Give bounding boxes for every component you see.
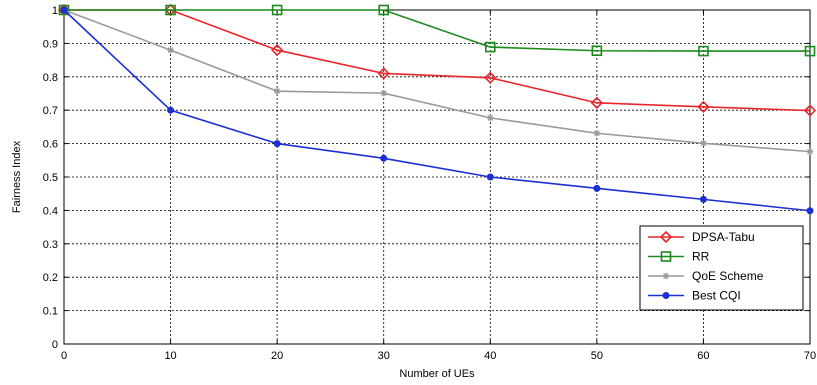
y-tick-label: 0.3 xyxy=(43,239,58,251)
data-point xyxy=(698,45,709,57)
series-rr xyxy=(58,4,816,57)
y-tick-label: 0 xyxy=(52,339,58,351)
y-tick-label: 1 xyxy=(52,5,58,17)
data-point xyxy=(806,148,814,155)
x-tick-label: 70 xyxy=(804,350,816,362)
data-point xyxy=(697,100,710,113)
data-point xyxy=(484,41,496,53)
series-layer xyxy=(57,3,817,215)
data-point xyxy=(378,4,390,16)
legend-marker xyxy=(660,251,672,262)
legend: DPSA-Tabu RR QoE Scheme Best CQI xyxy=(639,225,804,311)
x-tick-label: 50 xyxy=(591,350,603,362)
data-point xyxy=(700,140,707,147)
data-point xyxy=(806,207,814,215)
axis-ticks: 0 10 20 30 40 50 60 70 0 0.1 0.2 0.3 0.4 0.5 0.6 0.7 0.8… xyxy=(43,5,816,362)
legend-label: DPSA-Tabu xyxy=(692,230,755,244)
data-point xyxy=(484,71,497,84)
y-axis-label: Fairness Index xyxy=(11,140,23,213)
data-point xyxy=(167,106,175,114)
y-tick-label: 0.6 xyxy=(43,139,58,151)
legend-label: RR xyxy=(692,250,710,264)
series-dpsa-tabu xyxy=(57,3,817,117)
data-point xyxy=(803,104,817,117)
data-point xyxy=(590,96,603,109)
series-line xyxy=(64,9,811,112)
x-axis-label: Number of UEs xyxy=(399,368,475,380)
legend-marker xyxy=(662,292,670,299)
data-point xyxy=(165,4,176,16)
data-point xyxy=(60,6,68,14)
data-point xyxy=(271,43,284,57)
legend-label: Best CQI xyxy=(692,289,741,303)
series-line xyxy=(63,9,811,212)
y-tick-label: 0.2 xyxy=(43,272,58,284)
data-point xyxy=(58,4,70,16)
x-tick-label: 20 xyxy=(271,350,283,362)
series-line xyxy=(63,9,811,153)
data-point xyxy=(487,114,494,122)
data-point xyxy=(593,130,601,137)
y-tick-label: 0.5 xyxy=(43,172,58,184)
data-point xyxy=(380,89,387,97)
data-point xyxy=(273,87,281,95)
x-tick-label: 60 xyxy=(697,350,709,362)
y-tick-label: 0.8 xyxy=(43,72,58,84)
data-point xyxy=(804,45,816,57)
x-tick-label: 30 xyxy=(378,350,390,362)
data-point xyxy=(593,184,601,192)
data-point xyxy=(167,46,174,54)
series-best-cqi xyxy=(60,6,814,215)
x-tick-label: 10 xyxy=(164,350,176,362)
x-tick-label: 40 xyxy=(484,350,496,362)
y-tick-label: 0.1 xyxy=(43,306,58,318)
legend-marker xyxy=(662,272,670,280)
data-point xyxy=(271,4,283,16)
data-point xyxy=(591,45,603,57)
legend-entry: Best CQI xyxy=(648,289,741,303)
data-point xyxy=(486,173,494,181)
data-point xyxy=(380,154,388,162)
legend-entry: QoE Scheme xyxy=(648,269,764,283)
series-qoe-scheme xyxy=(60,6,814,155)
legend-label: QoE Scheme xyxy=(692,269,764,283)
y-tick-label: 0.7 xyxy=(43,105,58,117)
x-tick-label: 0 xyxy=(61,350,67,362)
y-tick-label: 0.9 xyxy=(43,38,58,50)
series-line xyxy=(64,9,810,52)
data-point xyxy=(699,195,707,203)
legend-entry: RR xyxy=(648,250,710,264)
data-point xyxy=(273,140,281,148)
grid xyxy=(64,10,810,344)
legend-entry: DPSA-Tabu xyxy=(648,230,755,244)
legend-marker xyxy=(659,230,673,244)
y-tick-label: 0.4 xyxy=(43,205,58,217)
data-point xyxy=(377,67,390,80)
